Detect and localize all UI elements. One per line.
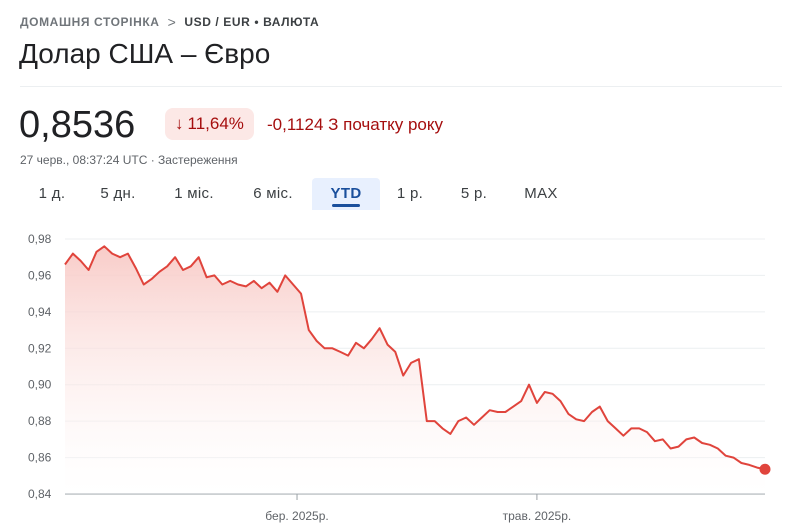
header-divider (20, 86, 782, 87)
chevron-right-icon: > (167, 14, 177, 30)
breadcrumb-current: USD / EUR • ВАЛЮТА (184, 15, 320, 29)
y-tick-label: 0,86 (28, 451, 52, 465)
y-tick-label: 0,94 (28, 305, 52, 319)
y-tick-label: 0,88 (28, 414, 52, 428)
tab-max[interactable]: MAX (524, 185, 558, 202)
tab-6-months[interactable]: 6 міс. (253, 185, 293, 202)
tab-1-day[interactable]: 1 д. (38, 185, 66, 202)
tab-1-year[interactable]: 1 р. (396, 185, 424, 202)
price-chart[interactable]: 0,98 0,96 0,94 0,92 0,90 0,88 0,86 0,84 бер. 202… (0, 225, 800, 531)
tab-5-days[interactable]: 5 дн. (100, 185, 136, 202)
price-line (64, 245, 766, 471)
arrow-down-icon: ↓ (175, 114, 184, 133)
breadcrumb: ДОМАШНЯ СТОРІНКА > USD / EUR • ВАЛЮТА (20, 14, 319, 30)
y-tick-label: 0,84 (28, 487, 52, 501)
x-tick-label: бер. 2025р. (265, 509, 328, 523)
y-tick-label: 0,96 (28, 268, 52, 282)
tab-1-month[interactable]: 1 міс. (174, 185, 214, 202)
page-title: Долар США – Євро (19, 38, 271, 69)
x-tick-label: трав. 2025р. (503, 509, 572, 523)
y-tick-label: 0,98 (28, 232, 52, 246)
tab-5-years[interactable]: 5 р. (460, 185, 488, 202)
quote-timestamp-disclaimer: 27 черв., 08:37:24 UTC · Застереження (20, 153, 238, 167)
current-price: 0,8536 (19, 104, 136, 146)
price-area-fill (65, 246, 765, 494)
current-price-dot (759, 463, 771, 475)
change-percent-value: 11,64% (187, 114, 244, 133)
y-tick-label: 0,90 (28, 378, 52, 392)
tab-ytd[interactable]: YTD (312, 178, 380, 210)
change-absolute-text: -0,1124 З початку року (267, 115, 444, 134)
y-tick-label: 0,92 (28, 341, 52, 355)
change-percent-badge: ↓ 11,64% (165, 108, 254, 140)
breadcrumb-home-link[interactable]: ДОМАШНЯ СТОРІНКА (20, 15, 160, 29)
